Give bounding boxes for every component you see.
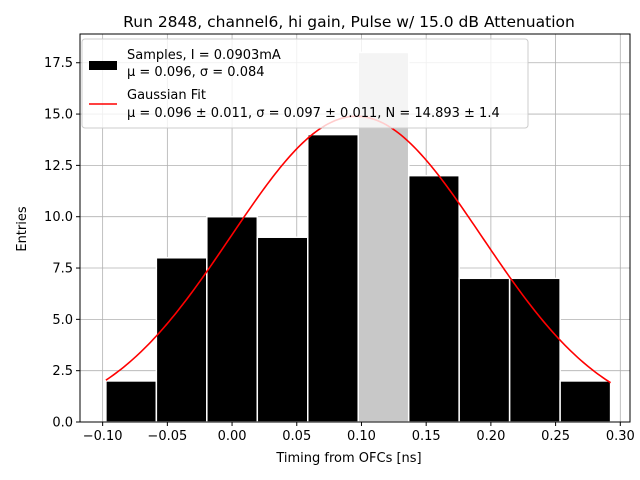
x-tick-label-5: 0.15: [412, 429, 441, 444]
x-tick-label-2: 0.00: [218, 429, 247, 444]
chart-title: Run 2848, channel6, hi gain, Pulse w/ 15…: [123, 13, 575, 31]
histogram-bar-3: [256, 236, 309, 423]
y-tick-label-7: 17.5: [44, 56, 73, 71]
legend: Samples, I = 0.0903mA μ = 0.096, σ = 0.0…: [81, 38, 529, 129]
legend-histogram-swatch: [89, 61, 117, 70]
y-tick-label-3: 7.5: [52, 262, 73, 277]
histogram-bar-6: [407, 174, 460, 423]
legend-fit-label: Gaussian Fit: [127, 88, 206, 103]
legend-histogram-stats: μ = 0.096, σ = 0.084: [127, 65, 265, 80]
histogram-bar-1: [155, 257, 208, 423]
histogram-bar-7: [458, 277, 511, 423]
y-tick-label-5: 12.5: [44, 159, 73, 174]
y-tick-label-1: 2.5: [52, 364, 73, 379]
histogram-bar-8: [508, 277, 561, 423]
axes: −0.10 −0.05 0.00 0.05 0.10 0.15 0.20 0.25 0.30 0.…: [44, 33, 635, 444]
histogram-bar-4: [307, 133, 359, 423]
x-tick-label-4: 0.10: [347, 429, 376, 444]
x-axis-label: Timing from OFCs [ns]: [275, 451, 421, 466]
histogram-bar-0: [105, 380, 158, 423]
y-tick-label-0: 0.0: [52, 416, 73, 431]
y-tick-label-2: 5.0: [52, 313, 73, 328]
histogram-bar-9: [559, 380, 612, 423]
y-tick-label-6: 15.0: [44, 108, 73, 123]
y-axis-label: Entries: [15, 206, 30, 252]
y-tick-label-4: 10.0: [44, 210, 73, 225]
x-tick-label-8: 0.30: [606, 429, 635, 444]
plot-frame: [79, 33, 631, 423]
legend-fit-stats: μ = 0.096 ± 0.011, σ = 0.097 ± 0.011, N …: [127, 106, 500, 121]
x-tick-label-6: 0.20: [476, 429, 505, 444]
histogram-bar-2: [206, 215, 259, 423]
x-tick-label-3: 0.05: [282, 429, 311, 444]
legend-histogram-label: Samples, I = 0.0903mA: [127, 48, 281, 63]
x-tick-label-0: −0.10: [83, 429, 123, 444]
legend-box: [81, 38, 529, 129]
x-tick-label-7: 0.25: [541, 429, 570, 444]
x-tick-label-1: −0.05: [147, 429, 187, 444]
